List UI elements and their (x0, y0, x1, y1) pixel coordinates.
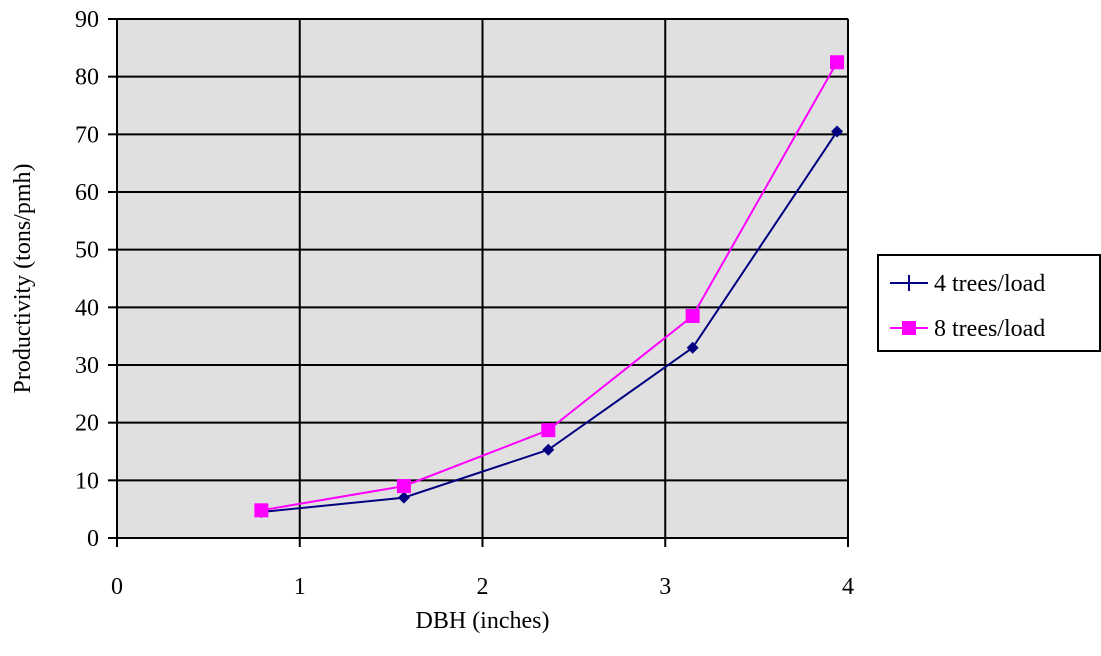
y-tick-label: 40 (75, 295, 99, 321)
y-tick-label: 10 (75, 468, 99, 494)
y-tick-label: 50 (75, 238, 99, 264)
y-tick-label: 30 (75, 353, 99, 379)
series-layer (254, 55, 845, 519)
y-tick-label: 0 (87, 526, 99, 552)
y-axis-title: Productivity (tons/pmh) (10, 164, 36, 394)
data-point (397, 491, 410, 504)
y-tick-label: 70 (75, 122, 99, 148)
gridlines (117, 18, 849, 538)
x-tick-label: 0 (111, 574, 123, 600)
y-tick-label: 60 (75, 180, 99, 206)
legend: 4 trees/load 8 trees/load (877, 254, 1101, 352)
tick-labels: 0 10 20 30 40 50 60 70 80 90 0 1 2 3 4 (75, 7, 854, 600)
x-tick-label: 1 (294, 574, 306, 600)
data-point (830, 55, 845, 70)
y-tick-label: 20 (75, 411, 99, 437)
series-1 (254, 55, 845, 518)
data-point (541, 423, 556, 438)
x-axis-title: DBH (inches) (416, 608, 550, 634)
data-point (685, 308, 700, 323)
x-tick-label: 4 (842, 574, 854, 600)
axes (108, 18, 849, 547)
legend-item-8-trees: 8 trees/load (890, 316, 1045, 342)
y-tick-label: 80 (75, 65, 99, 91)
y-tick-label: 90 (75, 7, 99, 33)
data-point (254, 503, 269, 518)
data-point (831, 125, 844, 138)
legend-label: 4 trees/load (934, 271, 1045, 297)
legend-swatch-marker (902, 321, 916, 335)
data-point (686, 341, 699, 354)
legend-item-4-trees: 4 trees/load (890, 271, 1045, 297)
data-point (542, 443, 555, 456)
legend-label: 8 trees/load (934, 316, 1045, 342)
legend-marker-shape (902, 321, 916, 335)
x-tick-label: 3 (659, 574, 671, 600)
data-point (396, 479, 411, 494)
x-tick-label: 2 (477, 574, 489, 600)
